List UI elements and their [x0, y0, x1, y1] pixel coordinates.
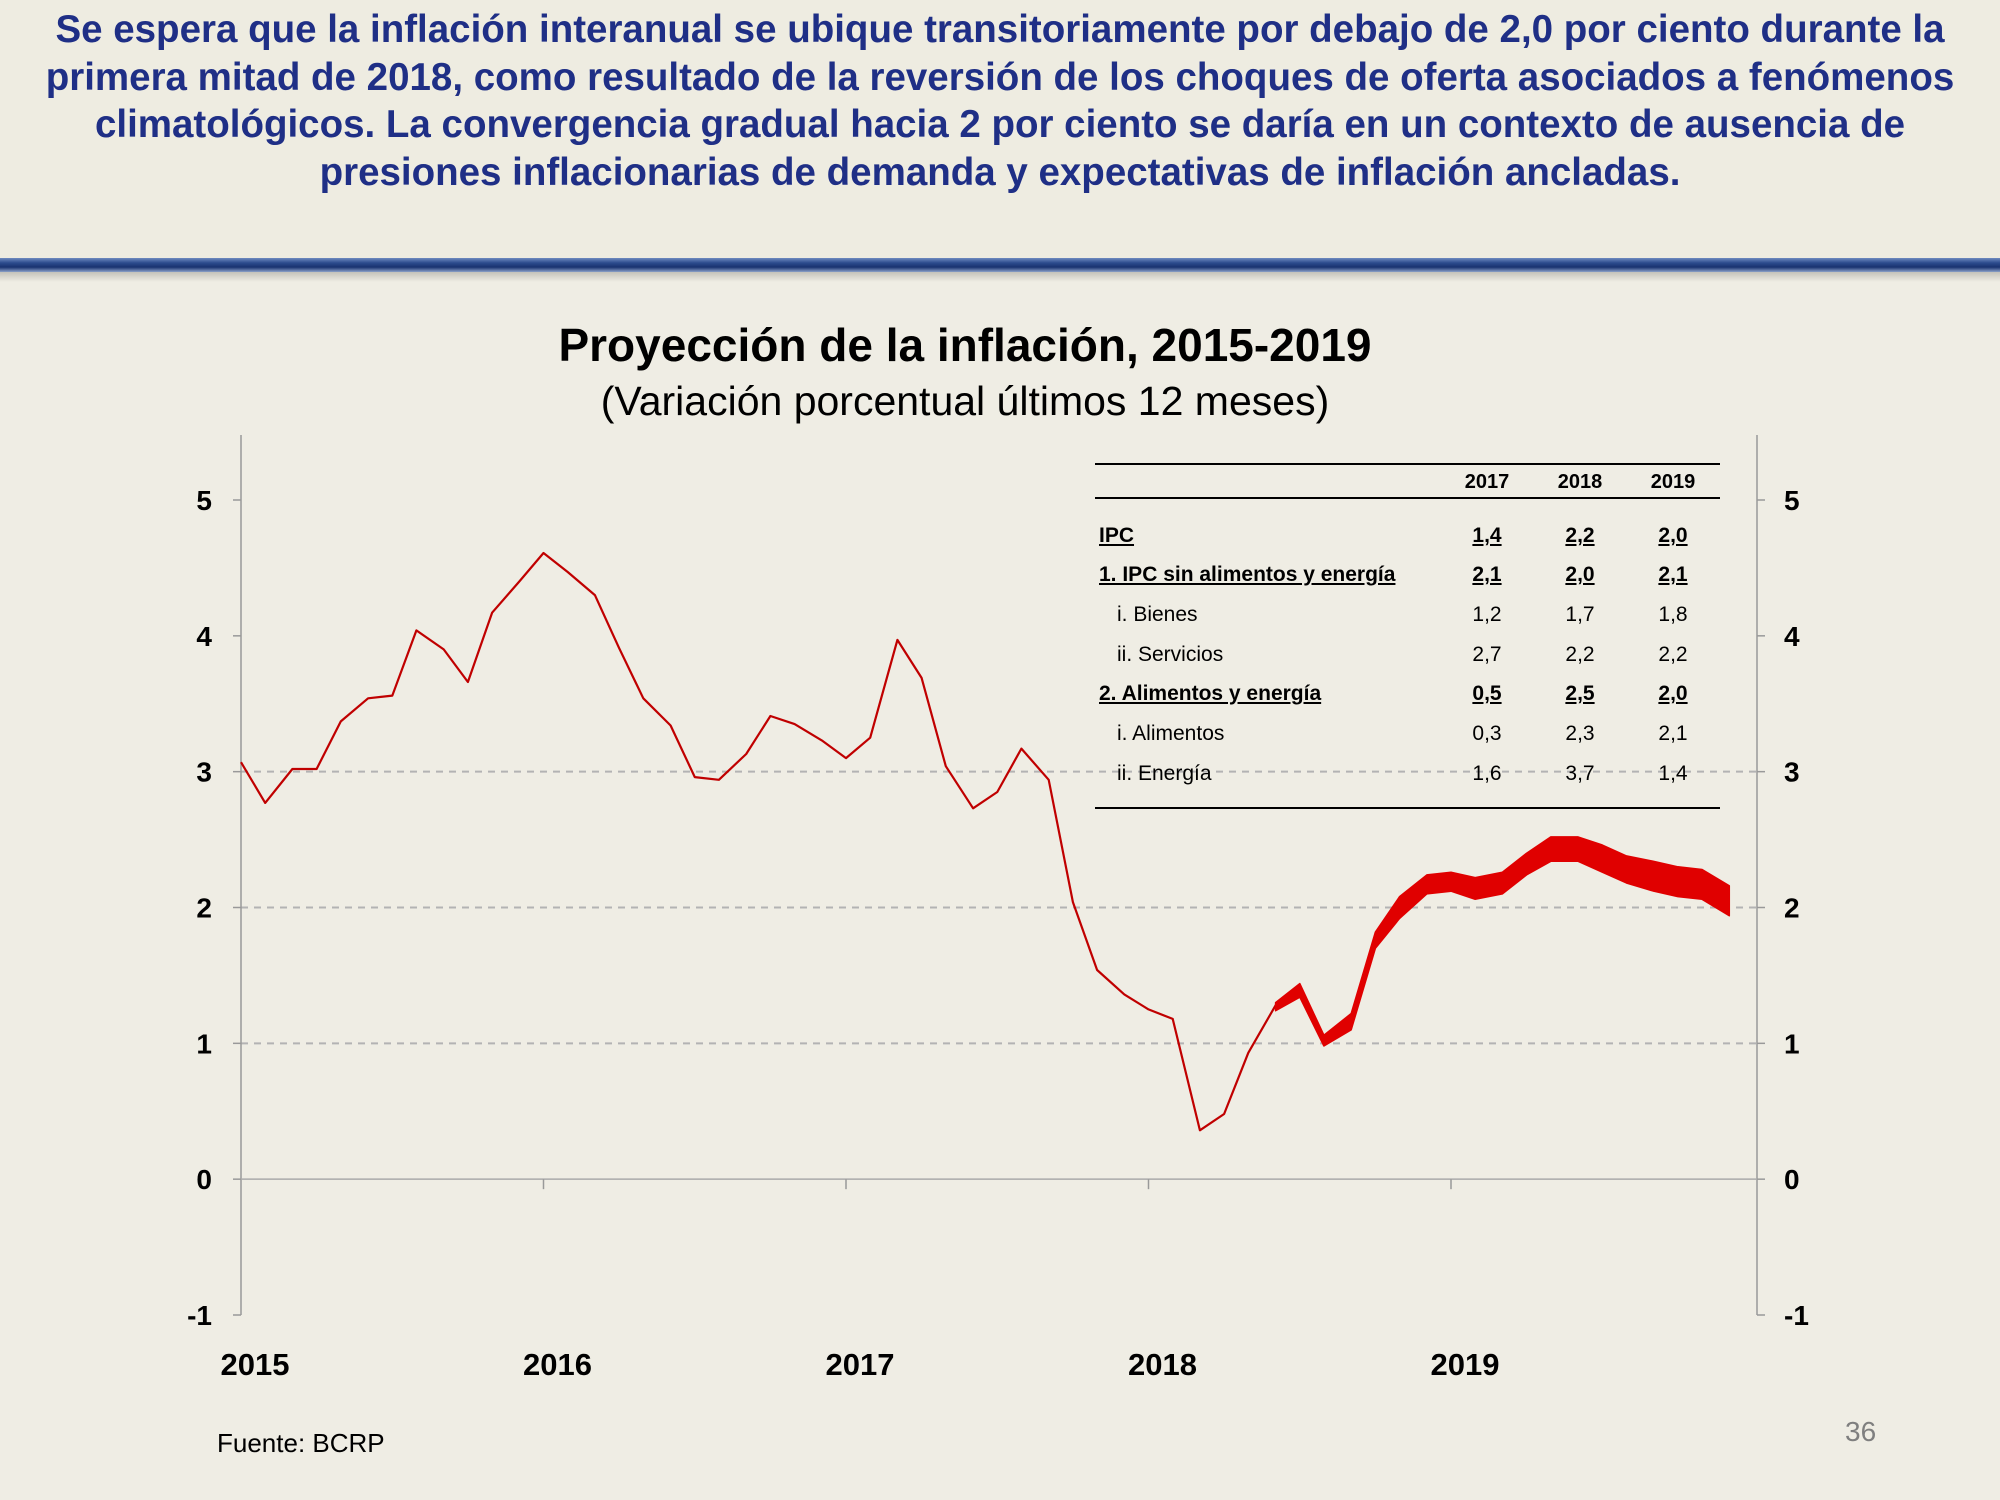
y-tick-label-right: 2: [1784, 893, 1800, 924]
table-bottom-rule: [1095, 807, 1720, 809]
x-tick-label: 2015: [221, 1347, 290, 1382]
table-row: ii. Energía 1,6 3,7 1,4: [1095, 762, 1720, 800]
source-note: Fuente: BCRP: [217, 1428, 385, 1458]
chart-subtitle: (Variación porcentual últimos 12 meses): [600, 378, 1330, 424]
historical-inflation-line: [240, 551, 1352, 1132]
table-cell-2019: 2,0: [1658, 524, 1688, 547]
page-number: 36: [1845, 1416, 1877, 1447]
table-cell-2019: 1,8: [1658, 603, 1688, 626]
table-row-label: ii. Servicios: [1117, 643, 1224, 666]
table-cell-2017: 0,3: [1472, 722, 1502, 745]
y-tick-label-left: 2: [196, 893, 212, 924]
table-row: IPC 1,4 2,2 2,0: [1095, 524, 1720, 562]
series: [240, 551, 1731, 1132]
table-cell-2019: 2,1: [1658, 563, 1688, 586]
x-tick-label: 2017: [826, 1347, 895, 1382]
table-cell-2018: 1,7: [1565, 603, 1595, 626]
x-tick-label: 2016: [523, 1347, 592, 1382]
table-cell-2017: 1,4: [1472, 524, 1502, 547]
chart-title: Proyección de la inflación, 2015-2019: [558, 319, 1372, 371]
header-shadow: [0, 272, 2000, 282]
table-row-label: IPC: [1099, 524, 1135, 547]
header-rule: [0, 258, 2000, 272]
y-tick-label-left: 4: [196, 621, 212, 652]
y-tick-label-right: 4: [1784, 621, 1800, 652]
projection-band: [1274, 836, 1731, 1047]
table-cell-2018: 2,3: [1565, 722, 1595, 745]
table-cell-2018: 2,5: [1565, 682, 1595, 705]
table-cell-2017: 2,7: [1472, 643, 1502, 666]
table-cell-2017: 1,2: [1472, 603, 1502, 626]
x-tick-label: 2018: [1128, 1347, 1197, 1382]
table-cell-2018: 3,7: [1565, 762, 1595, 785]
table-cell-2019: 2,1: [1658, 722, 1688, 745]
y-tick-label-right: 0: [1784, 1164, 1800, 1195]
table-header-rule: [1095, 497, 1720, 499]
table-row: 2. Alimentos y energía 0,5 2,5 2,0: [1095, 682, 1720, 720]
table-row: i. Alimentos 0,3 2,3 2,1: [1095, 722, 1720, 760]
table-row: ii. Servicios 2,7 2,2 2,2: [1095, 643, 1720, 681]
axes: [240, 435, 1758, 1315]
y-tick-label-left: -1: [187, 1300, 212, 1331]
y-tick-label-left: 0: [196, 1164, 212, 1195]
table-cell-2017: 2,1: [1472, 563, 1502, 586]
table-cell-2019: 2,2: [1658, 643, 1688, 666]
table-cell-2019: 2,0: [1658, 682, 1688, 705]
table-header-2019: 2019: [1650, 471, 1696, 493]
y-tick-labels: -1 -1 0 0 1 1 2 2 3 3 4 4 5 5: [187, 485, 1809, 1331]
y-tick-label-left: 5: [196, 485, 212, 516]
headline-text: Se espera que la inflación interanual se…: [45, 8, 1955, 194]
y-tick-label-left: 1: [196, 1028, 212, 1059]
table-top-rule: [1095, 463, 1720, 465]
table-row-label: i. Alimentos: [1117, 722, 1225, 745]
y-tick-label-right: 3: [1784, 757, 1800, 788]
table-cell-2017: 1,6: [1472, 762, 1502, 785]
table-row-label: ii. Energía: [1117, 762, 1212, 785]
y-tick-label-left: 3: [196, 757, 212, 788]
y-tick-label-right: 5: [1784, 485, 1800, 516]
table-cell-2018: 2,2: [1565, 524, 1595, 547]
table-cell-2018: 2,0: [1565, 563, 1595, 586]
table-header-2018: 2018: [1557, 471, 1603, 493]
header-banner: Se espera que la inflación interanual se…: [0, 0, 2000, 258]
gridlines: [241, 770, 1757, 1045]
table-row-label: i. Bienes: [1117, 603, 1198, 626]
x-tick-label: 2019: [1431, 1347, 1500, 1382]
y-tick-label-right: -1: [1784, 1300, 1809, 1331]
table-cell-2018: 2,2: [1565, 643, 1595, 666]
table-row-label: 1. IPC sin alimentos y energía: [1099, 563, 1396, 586]
table-row: i. Bienes 1,2 1,7 1,8: [1095, 603, 1720, 641]
table-row-label: 2. Alimentos y energía: [1099, 682, 1322, 705]
table-header-2017: 2017: [1464, 471, 1510, 493]
table-cell-2017: 0,5: [1472, 682, 1502, 705]
table-row: 1. IPC sin alimentos y energía 2,1 2,0 2,1: [1095, 563, 1720, 601]
x-tick-labels: 2015 2016 2017 2018 2019: [221, 1179, 1500, 1382]
table-cell-2019: 1,4: [1658, 762, 1688, 785]
y-tick-label-right: 1: [1784, 1028, 1800, 1059]
